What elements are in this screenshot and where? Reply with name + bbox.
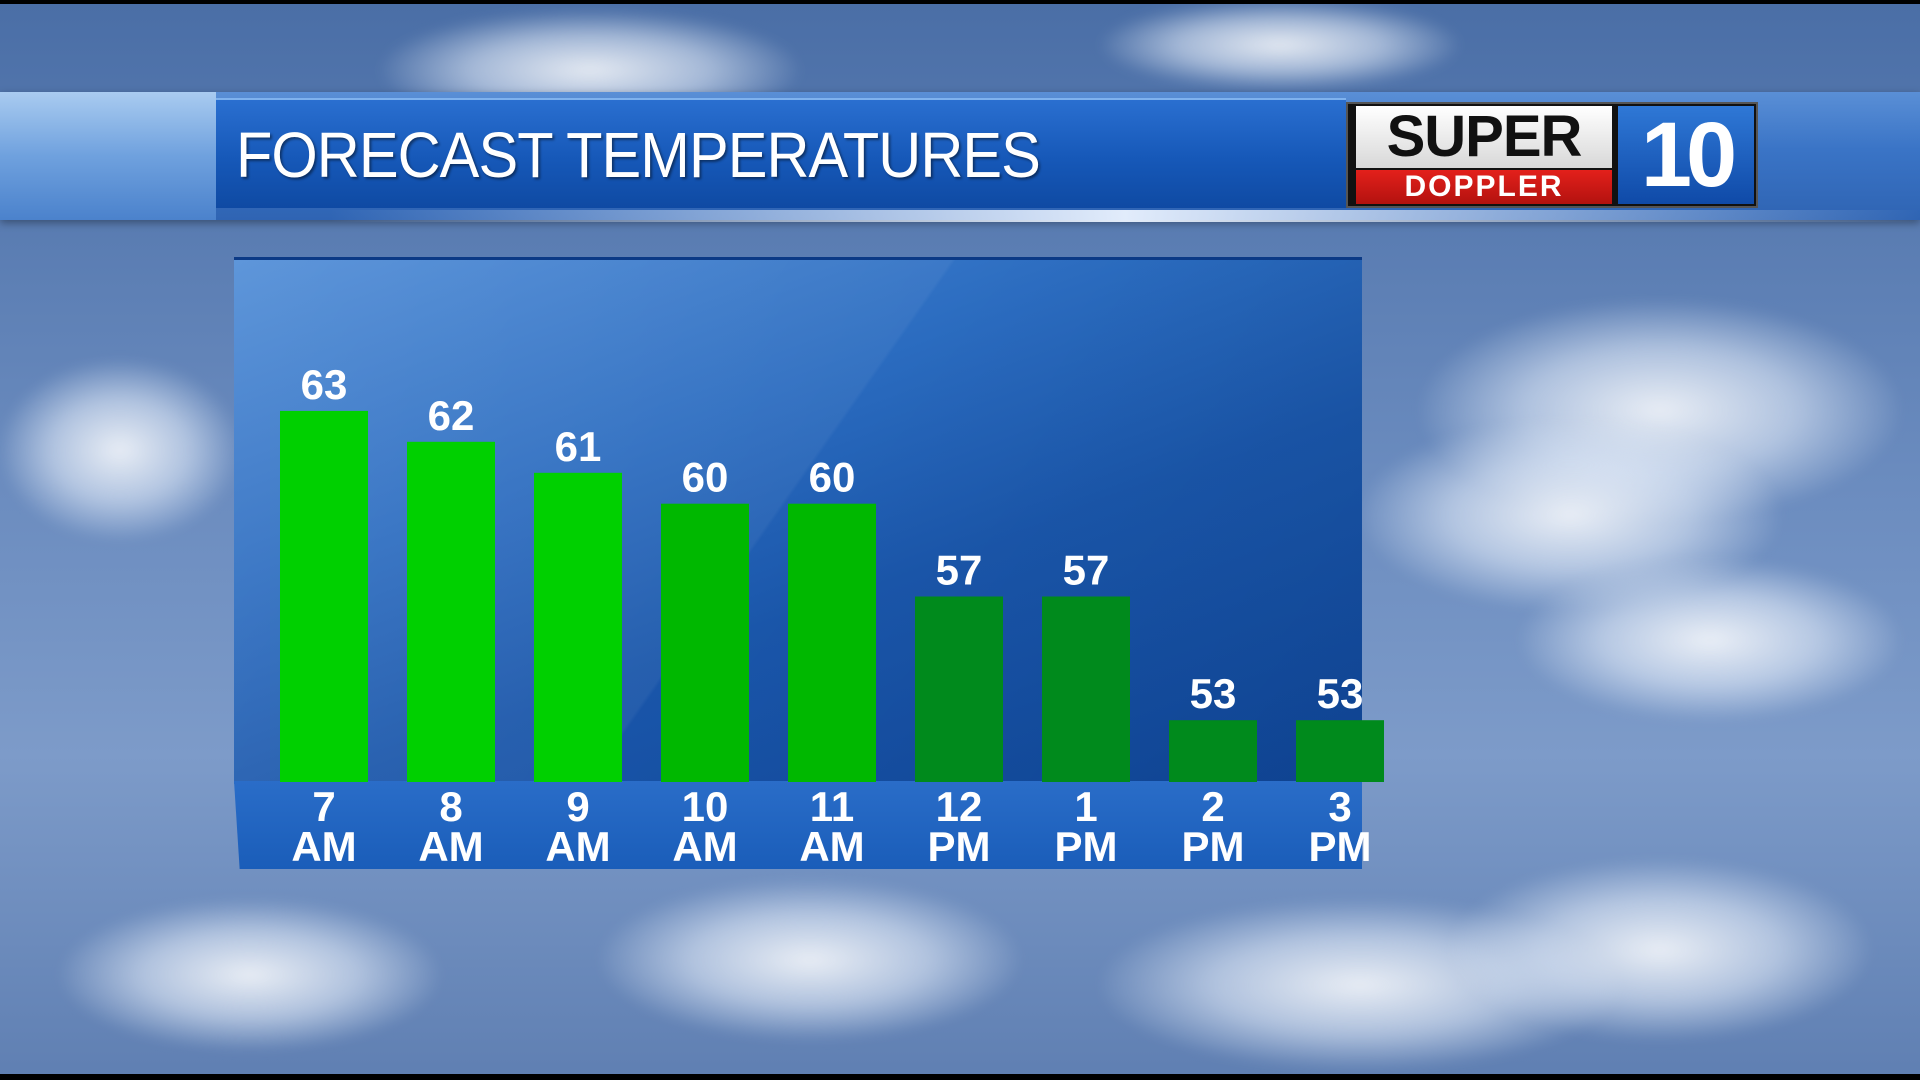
category-label-hour: 10 xyxy=(682,783,729,830)
page-title: FORECAST TEMPERATURES xyxy=(236,119,1041,191)
title-panel xyxy=(216,98,1346,208)
cloud xyxy=(1450,860,1870,1040)
cloud xyxy=(1100,0,1460,90)
bar xyxy=(915,596,1003,782)
category-label-hour: 7 xyxy=(312,783,335,830)
category-label-hour: 9 xyxy=(566,783,589,830)
bar xyxy=(1169,720,1257,782)
header-underline xyxy=(330,210,1920,222)
category-label-period: PM xyxy=(1055,823,1118,870)
category-label-period: AM xyxy=(672,823,737,870)
category-label-hour: 2 xyxy=(1201,783,1224,830)
logo-ten-text: 10 xyxy=(1640,104,1737,206)
value-label: 62 xyxy=(428,392,475,439)
header-bar-left-glow xyxy=(0,92,216,220)
value-labels-layer: 63 62 61 60 60 57 57 53 53 xyxy=(301,361,1364,717)
value-label: 53 xyxy=(1190,670,1237,717)
value-label: 57 xyxy=(936,547,983,594)
bar xyxy=(1296,720,1384,782)
cloud xyxy=(1520,560,1900,720)
category-label-hour: 11 xyxy=(810,783,854,830)
category-label-period: AM xyxy=(545,823,610,870)
bar xyxy=(534,472,622,782)
category-label-period: PM xyxy=(928,823,991,870)
category-label-hour: 3 xyxy=(1328,783,1351,830)
bar xyxy=(1042,596,1130,782)
frame-top xyxy=(0,0,1920,4)
category-label-period: AM xyxy=(799,823,864,870)
value-label: 61 xyxy=(555,423,602,470)
value-label: 60 xyxy=(682,454,729,501)
bar xyxy=(788,503,876,782)
cloud xyxy=(600,880,1020,1040)
value-label: 63 xyxy=(301,361,348,408)
category-label-hour: 8 xyxy=(439,783,462,830)
value-label: 57 xyxy=(1063,547,1110,594)
bars-layer xyxy=(280,410,1384,782)
category-label-period: PM xyxy=(1182,823,1245,870)
category-label-hour: 1 xyxy=(1074,783,1097,830)
station-logo: SUPER DOPPLER 10 xyxy=(1346,102,1758,208)
category-label-strip xyxy=(234,781,1362,869)
logo-ten-badge: 10 xyxy=(1618,106,1754,204)
category-label-hour: 12 xyxy=(936,783,983,830)
category-label-period: PM xyxy=(1309,823,1372,870)
value-label: 53 xyxy=(1317,670,1364,717)
bar xyxy=(407,441,495,782)
category-label-period: AM xyxy=(418,823,483,870)
category-label-period: AM xyxy=(291,823,356,870)
cloud xyxy=(0,360,240,540)
cloud xyxy=(60,900,440,1050)
logo-super-text: SUPER xyxy=(1356,106,1612,168)
bar xyxy=(280,410,368,782)
frame-bottom xyxy=(0,1074,1920,1080)
logo-doppler-text: DOPPLER xyxy=(1356,170,1612,204)
bar xyxy=(661,503,749,782)
value-label: 60 xyxy=(809,454,856,501)
